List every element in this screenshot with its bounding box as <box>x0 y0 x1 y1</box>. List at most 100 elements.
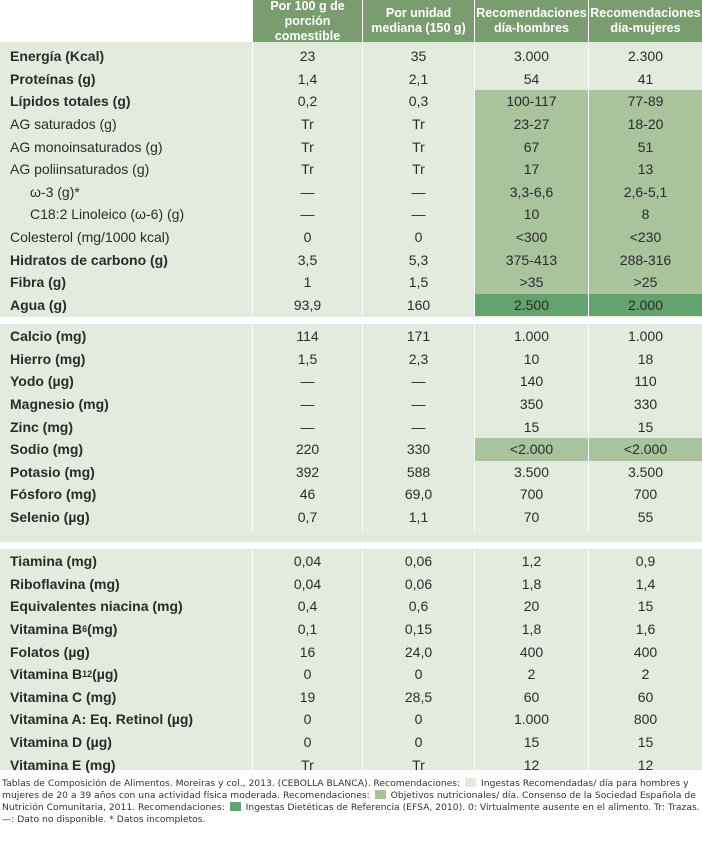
row-label: Vitamina E (mg) <box>0 753 252 776</box>
column-header-line: mediana (150 g) <box>371 21 466 35</box>
row-label: Sodio (mg) <box>0 438 252 461</box>
table-row: Agua (g) 93,9 160 2.500 2.000 <box>0 293 702 317</box>
value-cell-col2: — <box>411 206 426 223</box>
value-cell-col4: 60 <box>637 688 654 705</box>
value-cell-col4: 18 <box>637 350 654 367</box>
row-label-text: ω-3 (g)* <box>30 183 80 200</box>
group-separator <box>0 542 702 549</box>
value-cell-col4: 800 <box>633 711 658 728</box>
value-cell-col4: 1,4 <box>635 575 656 592</box>
value-cell-col2: Tr <box>412 116 425 133</box>
row-label-suffix: (µg) <box>92 666 119 683</box>
row-label: Riboflavina (mg) <box>0 573 252 596</box>
value-cell-col1: 46 <box>299 486 316 503</box>
row-label-text: Vitamina E (mg) <box>10 756 116 773</box>
value-cell-col4: 18-20 <box>589 112 702 136</box>
row-label: Vitamina B 12 (µg) <box>0 663 252 686</box>
column-divider <box>252 42 253 320</box>
table-row: AG poliinsaturados (g) Tr Tr 17 13 <box>0 158 702 181</box>
value-cell-col3: 12 <box>523 756 540 773</box>
row-label: Agua (g) <box>0 294 252 317</box>
value-cell-col3: 375-413 <box>475 248 588 271</box>
row-label-text: Hierro (mg) <box>10 350 86 367</box>
row-label-text: Riboflavina (mg) <box>10 575 120 592</box>
value-cell-col3: 15 <box>523 734 540 751</box>
column-header-line: día-hombres <box>493 21 569 35</box>
row-label: Folatos (µg) <box>0 640 252 663</box>
table-row: Zinc (mg) — — 15 15 <box>0 415 702 438</box>
column-header-1: Por 100 g de porción comestible <box>253 0 362 43</box>
value-cell-col4: 2 <box>641 666 650 683</box>
column-divider <box>588 547 589 779</box>
footnote-text-2: Ingestas Recomendadas/ día para hombres … <box>2 778 689 801</box>
row-label: Vitamina C (mg) <box>0 686 252 709</box>
row-label: Potasio (mg) <box>0 461 252 484</box>
column-header-line: Por 100 g de <box>270 0 345 13</box>
value-cell-col4: 2.000 <box>589 293 702 317</box>
table-row: Colesterol (mg/1000 kcal) 0 0 <300 <230 <box>0 225 702 249</box>
table-row: Fósforo (mg) 46 69,0 700 700 <box>0 483 702 506</box>
value-cell-col2: 0,06 <box>404 575 433 592</box>
column-divider <box>474 42 475 320</box>
row-label-text: C18:2 Linoleico (ω-6) (g) <box>30 206 185 223</box>
row-label-text: Fibra (g) <box>10 274 66 291</box>
row-label: AG poliinsaturados (g) <box>0 158 252 181</box>
value-cell-col2: 0 <box>414 666 423 683</box>
value-cell-col1: — <box>300 183 315 200</box>
table-row: Yodo (µg) — — 140 110 <box>0 370 702 393</box>
value-cell-col1: 1,5 <box>297 350 318 367</box>
row-label: Selenio (µg) <box>0 506 252 529</box>
value-cell-col4: <2.000 <box>589 438 702 461</box>
table-row: AG monoinsaturados (g) Tr Tr 67 51 <box>0 135 702 158</box>
value-cell-col3: 350 <box>519 396 544 413</box>
table-row: Vitamina D (µg) 0 0 15 15 <box>0 731 702 754</box>
column-header-line: Por unidad <box>385 6 452 20</box>
value-cell-col4: 1.000 <box>627 328 664 345</box>
value-cell-col4: 41 <box>637 70 654 87</box>
row-label: Fibra (g) <box>0 271 252 294</box>
row-label: AG saturados (g) <box>0 113 252 136</box>
value-cell-col2: 0 <box>414 711 423 728</box>
value-cell-col3: 140 <box>519 373 544 390</box>
table-row: Hierro (mg) 1,5 2,3 10 18 <box>0 348 702 371</box>
value-cell-col1: 1 <box>303 274 312 291</box>
footnote-text-1: Tablas de Composición de Alimentos. More… <box>2 778 461 789</box>
value-cell-col4: 15 <box>637 418 654 435</box>
value-cell-col3: 67 <box>475 135 588 158</box>
row-label: Magnesio (mg) <box>0 393 252 416</box>
value-cell-col1: 0 <box>303 711 312 728</box>
value-cell-col2: — <box>411 373 426 390</box>
row-label-text: Equivalentes niacina (mg) <box>10 598 183 615</box>
row-label: Yodo (µg) <box>0 370 252 393</box>
value-cell-col4: 12 <box>637 756 654 773</box>
row-label: Energía (Kcal) <box>0 45 252 68</box>
value-cell-col2: 24,0 <box>404 643 433 660</box>
column-divider <box>474 547 475 779</box>
column-header-4: Recomendaciones día-mujeres <box>589 0 702 42</box>
row-label-text: Tiamina (mg) <box>10 553 97 570</box>
row-label: Fósforo (mg) <box>0 483 252 506</box>
row-label-text: Calcio (mg) <box>10 328 87 345</box>
table-row: Vitamina C (mg) 19 28,5 60 60 <box>0 686 702 709</box>
column-header-line: porción comestible <box>274 13 341 43</box>
value-cell-col2: 0 <box>414 734 423 751</box>
value-cell-col1: Tr <box>301 138 314 155</box>
table-row: Vitamina E (mg) Tr Tr 12 12 <box>0 753 702 776</box>
column-divider <box>474 322 475 532</box>
value-cell-col1: 93,9 <box>293 296 322 313</box>
value-cell-col3: 3,3-6,6 <box>475 180 588 204</box>
column-divider <box>252 547 253 779</box>
value-cell-col2: — <box>411 396 426 413</box>
column-header-3: Recomendaciones día-hombres <box>475 0 588 42</box>
value-cell-col3: 100-117 <box>475 90 588 113</box>
value-cell-col2: 2,3 <box>408 350 429 367</box>
value-cell-col4: 288-316 <box>589 248 702 271</box>
row-label-text: Colesterol (mg/1000 kcal) <box>10 229 170 246</box>
row-label: Equivalentes niacina (mg) <box>0 595 252 618</box>
value-cell-col1: 16 <box>299 643 316 660</box>
table-row: Lípidos totales (g) 0,2 0,3 100-117 77-89 <box>0 90 702 113</box>
value-cell-col3: 20 <box>523 598 540 615</box>
table-row: Vitamina B 12 (µg) 0 0 2 2 <box>0 663 702 686</box>
value-cell-col3: 1,8 <box>521 621 542 638</box>
value-cell-col1: Tr <box>301 116 314 133</box>
